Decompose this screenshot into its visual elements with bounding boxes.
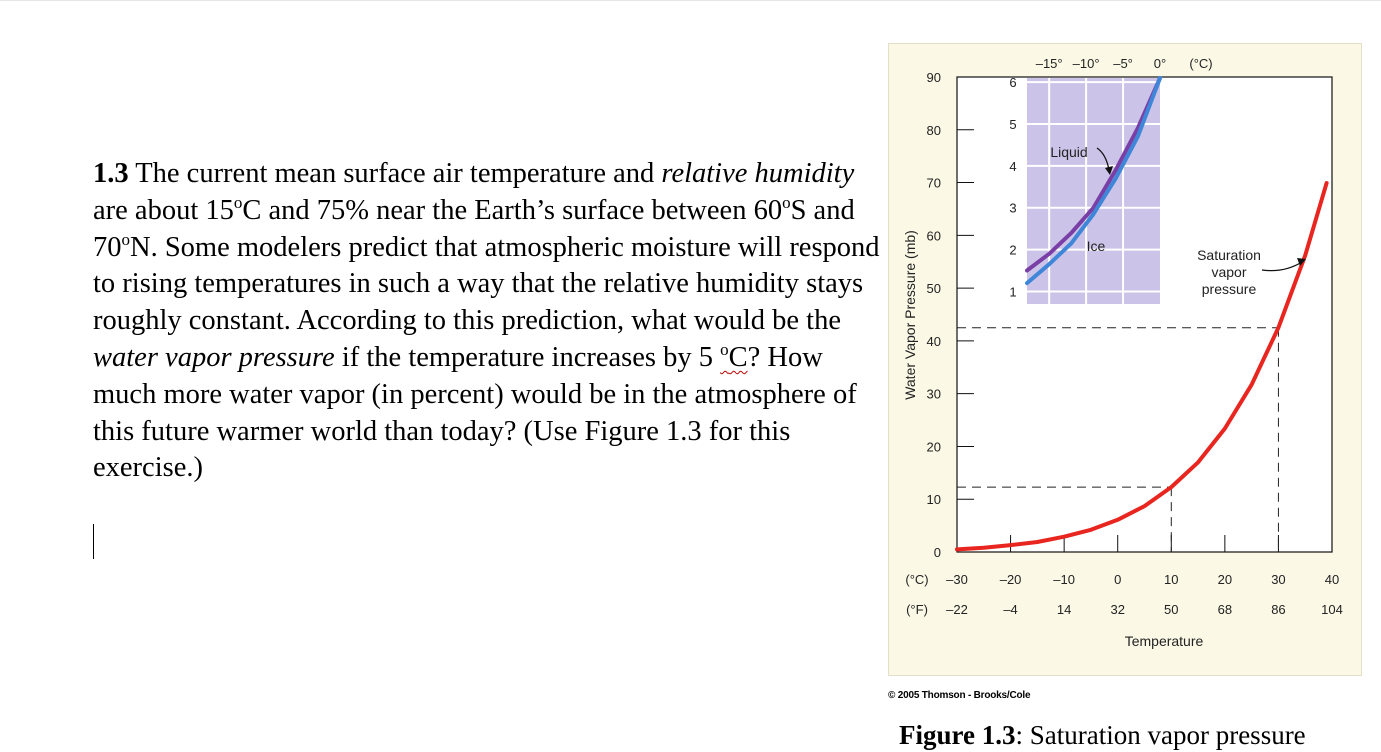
y-tick-label: 0 [934, 545, 941, 560]
y-tick-label: 70 [927, 176, 941, 191]
annotation-text: Saturation [1197, 247, 1261, 263]
x-tick-label-fahrenheit: 50 [1164, 602, 1178, 617]
y-tick-label: 80 [927, 123, 941, 138]
x-unit-fahrenheit: (°F) [906, 602, 928, 617]
x-tick-label-celsius: 20 [1218, 572, 1232, 587]
y-tick-label: 10 [927, 492, 941, 507]
x-tick-label-celsius: 40 [1325, 572, 1339, 587]
problem-segment: The current mean surface air temperature… [128, 158, 662, 189]
annotation-text: vapor [1211, 264, 1246, 280]
term-relative-humidity: relative humidity [661, 158, 855, 189]
inset-y-tick-label: 3 [1009, 201, 1016, 216]
annotation-pointer [1261, 261, 1303, 272]
caption-text: : Saturation vapor pressure [1015, 720, 1306, 750]
x-tick-label-celsius: –10 [1053, 572, 1075, 587]
inset-y-tick-label: 6 [1009, 75, 1016, 90]
problem-segment: are about 15 [93, 194, 234, 226]
annotation-arrowhead [1297, 258, 1306, 266]
problem-number: 1.3 [93, 158, 129, 189]
y-tick-label: 30 [927, 387, 941, 402]
inset-y-tick-label: 4 [1009, 159, 1016, 174]
inset-background [1027, 78, 1160, 304]
inset-label-arrowhead [1105, 166, 1113, 175]
x-tick-label-celsius: 10 [1164, 572, 1178, 587]
problem-segment: S and 70 [93, 194, 855, 263]
inset-x-unit: (°C) [1189, 56, 1212, 71]
term-water-vapor-pressure: water vapor pressure [93, 341, 335, 373]
x-tick-label-fahrenheit: 14 [1057, 602, 1071, 617]
inset-series-line [1025, 76, 1162, 286]
problem-segment: ? How much more water vapor (in percent)… [93, 341, 857, 484]
unit-letter: C [728, 341, 748, 373]
problem-text[interactable]: 1.3 The current mean surface air tempera… [93, 156, 883, 487]
x-tick-label-fahrenheit: 32 [1110, 602, 1124, 617]
degree-mark: o [720, 339, 729, 359]
inset-series-label: Liquid [1050, 144, 1087, 160]
y-tick-label: 20 [927, 439, 941, 454]
inset-series-label: Ice [1087, 238, 1106, 254]
problem-segment: N. Some modelers predict that atmospheri… [93, 231, 880, 337]
y-tick-label: 50 [927, 281, 941, 296]
degree-mark: o [782, 192, 791, 212]
inset-x-tick-label: 0° [1154, 56, 1166, 71]
x-tick-label-celsius: 0 [1114, 572, 1121, 587]
inset-series-line [1025, 76, 1162, 273]
x-tick-label-fahrenheit: 68 [1218, 602, 1232, 617]
degree-mark: o [121, 229, 131, 249]
x-tick-label-fahrenheit: 86 [1271, 602, 1285, 617]
y-tick-label: 60 [927, 228, 941, 243]
y-axis-title: Water Vapor Pressure (mb) [902, 230, 918, 400]
top-border [0, 0, 1381, 1]
inset-x-tick-label: –15° [1036, 56, 1063, 71]
figure-caption: Figure 1.3: Saturation vapor pressure [899, 720, 1306, 751]
copyright-notice: © 2005 Thomson - Brooks/Cole [888, 690, 1031, 701]
series-line [955, 181, 1329, 552]
caption-label: Figure 1.3 [899, 720, 1016, 750]
x-axis-title: Temperature [1125, 633, 1204, 649]
inset-y-tick-label: 2 [1009, 243, 1016, 258]
inset-x-tick-label: –5° [1113, 56, 1133, 71]
problem-segment: if the temperature increases by 5 [334, 341, 721, 373]
problem-segment: C and 75% near the Earth’s surface betwe… [242, 194, 783, 226]
annotation-text: pressure [1202, 281, 1257, 297]
x-tick-label-celsius: –20 [1000, 572, 1022, 587]
degree-mark: o [233, 192, 243, 212]
y-tick-label: 90 [927, 70, 941, 85]
inset-y-tick-label: 5 [1009, 117, 1016, 132]
x-tick-label-celsius: 30 [1271, 572, 1285, 587]
x-tick-label-fahrenheit: 104 [1321, 602, 1343, 617]
x-tick-label-celsius: –30 [946, 572, 968, 587]
x-tick-label-fahrenheit: –4 [1003, 602, 1017, 617]
text-cursor [93, 524, 94, 559]
inset-y-tick-label: 1 [1009, 284, 1016, 299]
inset-x-tick-label: –10° [1073, 56, 1100, 71]
y-tick-label: 40 [927, 334, 941, 349]
spellcheck-flagged-unit[interactable]: oC [720, 339, 748, 373]
x-unit-celsius: (°C) [905, 572, 928, 587]
x-tick-label-fahrenheit: –22 [946, 602, 968, 617]
